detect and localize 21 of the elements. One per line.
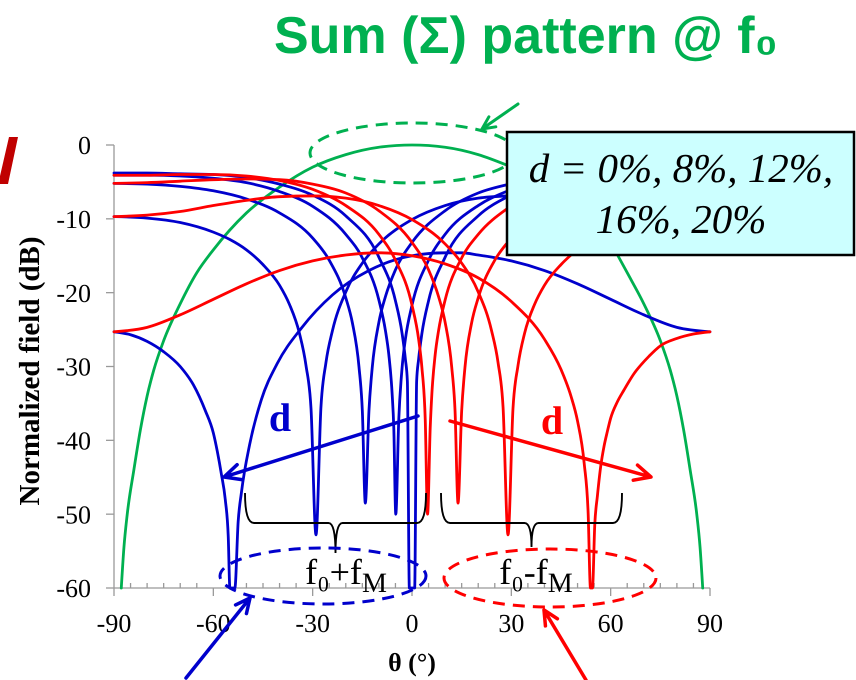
x-tick-label: 90 <box>697 609 723 638</box>
y-tick-label: -10 <box>56 204 91 234</box>
y-axis-title: Normalized field (dB) <box>14 236 46 506</box>
annotation: d = 0%, 8%, 12%, 16%, 20% <box>528 145 834 242</box>
y-tick-label: -40 <box>56 426 91 456</box>
y-tick-label: -20 <box>56 278 91 308</box>
x-tick-label: 0 <box>406 609 418 638</box>
x-tick-label: 60 <box>598 609 624 638</box>
y-tick-label: -60 <box>56 574 91 604</box>
text: Sum (Σ) pattern @ f₀ <box>274 7 778 65</box>
annotation: f₀-f$_{M}$ <box>499 552 573 599</box>
annotation: d <box>540 398 564 443</box>
x-axis-title: θ (°) <box>388 648 436 677</box>
x-tick-label: 30 <box>498 609 524 638</box>
x-tick-label: -90 <box>96 609 132 638</box>
y-tick-label: -30 <box>56 352 91 382</box>
x-tick-label: -30 <box>295 609 330 638</box>
y-tick-label: -50 <box>56 500 91 530</box>
annotation: d <box>268 395 292 440</box>
annotation: f₀+f$_{M}$ <box>305 552 387 599</box>
y-tick-label: 0 <box>78 131 91 160</box>
